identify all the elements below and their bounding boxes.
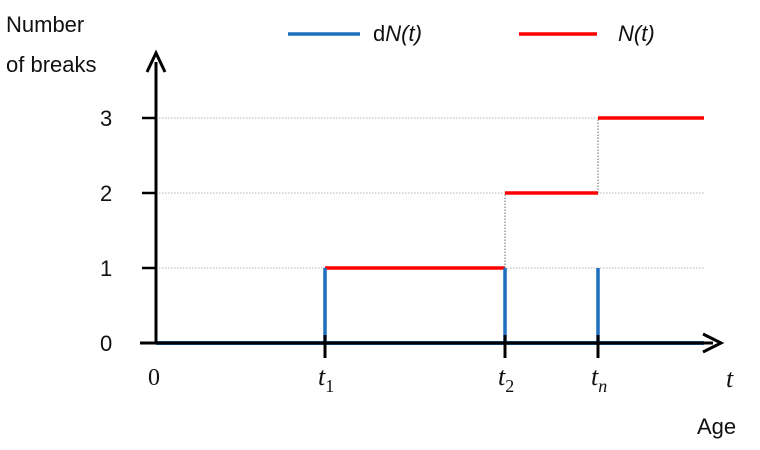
y-axis-label-line-2: of breaks bbox=[6, 52, 97, 77]
x-axis-arrowhead bbox=[702, 332, 725, 354]
x-axis-symbol: t bbox=[726, 364, 734, 393]
y-tick-label: 2 bbox=[100, 181, 112, 206]
x-tick-label: t2 bbox=[498, 362, 514, 396]
y-tick-label: 1 bbox=[100, 256, 112, 281]
x-tick-label: t1 bbox=[318, 362, 334, 396]
y-axis-arrowhead bbox=[145, 49, 167, 73]
dn-series bbox=[156, 268, 704, 345]
x-tick-label: tn bbox=[591, 362, 607, 396]
x-tick-labels: 0 t1 t2 tn bbox=[148, 362, 607, 396]
y-tick-label: 3 bbox=[100, 106, 112, 131]
labels: Number of breaks Age t bbox=[6, 12, 736, 439]
y-tick-label: 0 bbox=[100, 331, 112, 356]
y-axis-label-line-1: Number bbox=[6, 12, 84, 37]
x-tick-label: 0 bbox=[148, 365, 160, 391]
legend: dN(t) N(t) bbox=[288, 21, 655, 46]
axes bbox=[140, 49, 725, 358]
gridlines bbox=[156, 117, 704, 269]
n-series bbox=[325, 116, 704, 270]
x-axis-label: Age bbox=[697, 414, 736, 439]
legend-label-dn: dN(t) bbox=[373, 21, 422, 46]
legend-label-n: N(t) bbox=[618, 21, 655, 46]
y-tick-labels: 0 1 2 3 bbox=[100, 106, 112, 356]
